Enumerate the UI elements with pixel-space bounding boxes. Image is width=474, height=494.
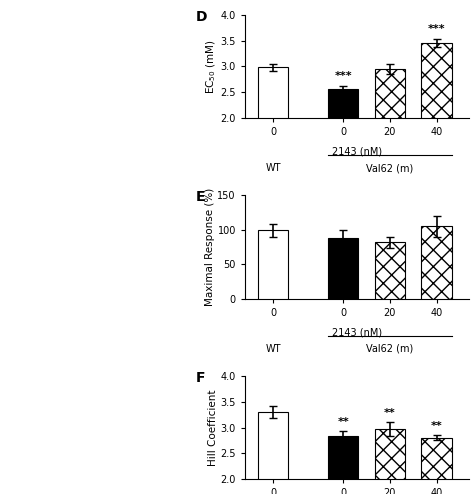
Bar xyxy=(374,429,405,479)
Text: Val62 (m): Val62 (m) xyxy=(366,344,413,354)
Y-axis label: EC$_{50}$ (mM): EC$_{50}$ (mM) xyxy=(204,39,218,94)
Bar xyxy=(374,242,405,298)
Text: E: E xyxy=(196,190,205,204)
Bar xyxy=(421,42,452,118)
Text: **: ** xyxy=(337,417,349,427)
Text: D: D xyxy=(196,10,207,24)
Bar xyxy=(258,231,288,298)
Text: 2143 (nM): 2143 (nM) xyxy=(332,147,382,157)
Bar xyxy=(258,68,288,118)
Bar xyxy=(421,226,452,298)
Text: 2143 (nM): 2143 (nM) xyxy=(332,328,382,337)
Y-axis label: Maximal Response (%): Maximal Response (%) xyxy=(205,188,215,306)
Text: WT: WT xyxy=(265,344,281,354)
Text: Val62 (m): Val62 (m) xyxy=(366,164,413,173)
Bar xyxy=(421,438,452,479)
Bar xyxy=(328,238,358,298)
Bar xyxy=(258,412,288,479)
Text: F: F xyxy=(196,371,205,385)
Text: ***: *** xyxy=(334,71,352,82)
Text: ***: *** xyxy=(428,24,446,35)
Bar xyxy=(374,69,405,118)
Text: WT: WT xyxy=(265,164,281,173)
Bar xyxy=(328,88,358,118)
Text: **: ** xyxy=(431,421,442,431)
Bar xyxy=(328,436,358,479)
Text: **: ** xyxy=(384,409,396,418)
Y-axis label: Hill Coefficient: Hill Coefficient xyxy=(208,389,218,466)
